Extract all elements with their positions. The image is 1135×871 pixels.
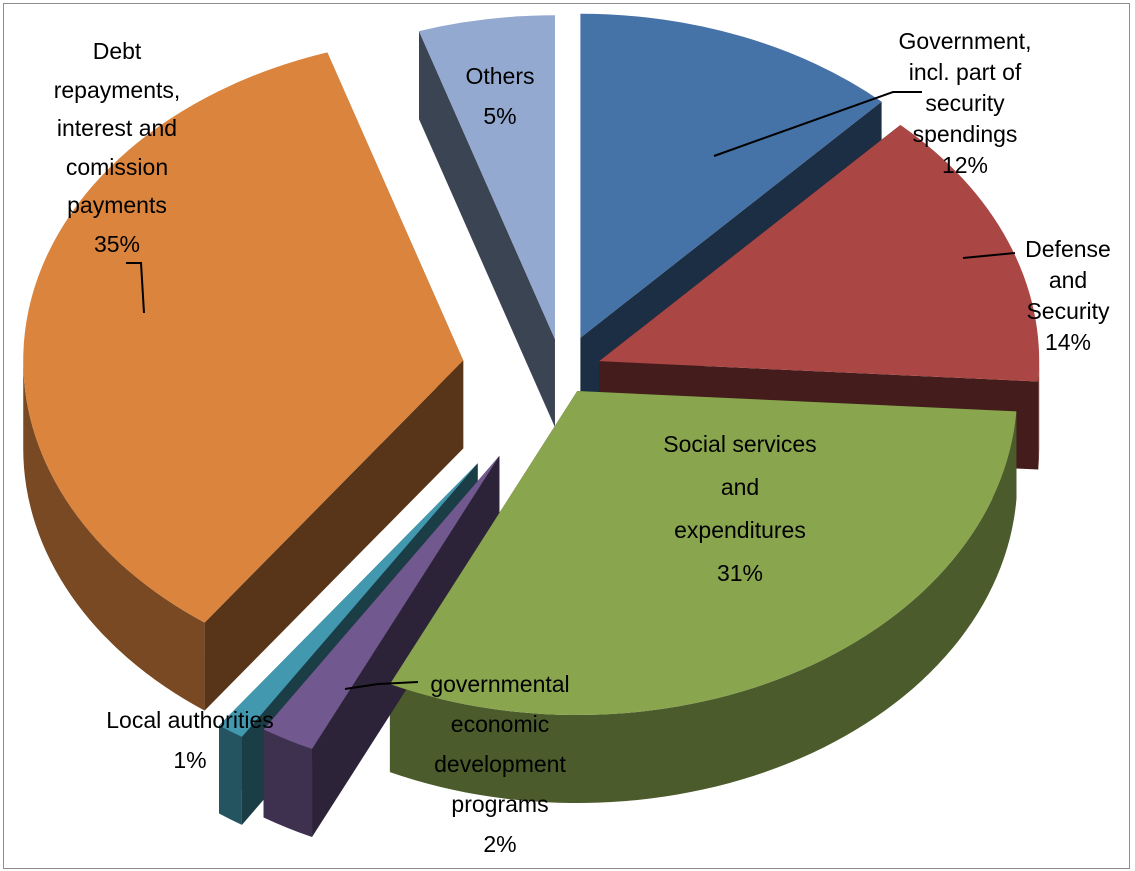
data-label-economic-development-percent: 2% — [483, 831, 517, 857]
data-label-government-name: Government, — [898, 28, 1032, 54]
leader-line-government — [713, 91, 922, 157]
data-label-economic-development-name: development — [434, 751, 566, 777]
data-label-government-percent: 12% — [941, 152, 989, 178]
pie-slice-social-services — [389, 391, 1017, 716]
data-label-government: Government, incl. part of security spend… — [845, 26, 1085, 181]
pie-slice-economic-development — [263, 455, 500, 750]
data-label-economic-development: governmental economic development progra… — [390, 664, 610, 864]
data-label-debt-repayments-name: comission — [65, 153, 169, 180]
data-label-debt-repayments-name: Debt — [92, 38, 142, 64]
data-label-social-services: Social services and expenditures 31% — [620, 423, 860, 595]
data-label-debt-repayments-percent: 35% — [93, 230, 141, 257]
data-label-others-name: Others — [465, 63, 535, 89]
pie-side-wall-debt-repayments — [204, 360, 464, 711]
data-label-government-name: incl. part of — [908, 59, 1022, 85]
pie-rim-social-services — [389, 411, 1017, 804]
data-label-defense-percent: 14% — [1044, 329, 1092, 355]
data-label-local-authorities-name: Local authorities — [106, 707, 274, 733]
data-label-debt-repayments-name: repayments, — [53, 76, 181, 103]
data-label-debt-repayments-name: payments — [67, 192, 167, 218]
data-label-economic-development-name: governmental — [430, 671, 570, 697]
leader-line-defense — [962, 252, 1016, 259]
pie-slice-defense — [599, 124, 1040, 382]
data-label-defense-name: Security — [1026, 298, 1110, 324]
pie-slice-government — [580, 13, 882, 338]
leader-line-debt-repayments — [126, 262, 145, 314]
pie-rim-economic-development — [263, 729, 313, 838]
pie-rim-local-authorities — [219, 725, 242, 825]
data-label-social-services-name: expenditures — [674, 517, 806, 543]
pie-rim-defense — [1038, 361, 1040, 470]
data-label-economic-development-name: programs — [451, 791, 549, 817]
data-label-local-authorities: Local authorities 1% — [70, 700, 310, 780]
data-label-defense-name: Defense — [1025, 236, 1111, 262]
data-label-others: Others 5% — [425, 56, 575, 136]
pie-rim-debt-repayments — [23, 360, 205, 711]
data-label-local-authorities-percent: 1% — [173, 747, 207, 773]
data-label-social-services-percent: 31% — [716, 560, 764, 586]
pie-side-wall-others — [418, 31, 555, 428]
data-label-debt-repayments: Debt repayments, interest and comission … — [12, 32, 222, 263]
leader-line-economic-development — [344, 681, 419, 690]
data-label-defense: Defense and Security 14% — [1004, 234, 1132, 358]
pie-slice-debt-repayments — [23, 52, 464, 623]
data-label-social-services-name: Social services — [663, 431, 817, 457]
data-label-others-percent: 5% — [483, 103, 517, 129]
data-label-debt-repayments-name: interest and — [56, 115, 178, 141]
pie-slice-local-authorities — [219, 463, 478, 737]
data-label-economic-development-name: economic — [450, 711, 550, 737]
pie-slice-others — [418, 15, 555, 340]
data-label-government-name: security — [925, 90, 1005, 116]
data-label-social-services-name: and — [720, 474, 760, 500]
data-label-government-name: spendings — [912, 121, 1018, 147]
data-label-defense-name: and — [1048, 267, 1088, 293]
